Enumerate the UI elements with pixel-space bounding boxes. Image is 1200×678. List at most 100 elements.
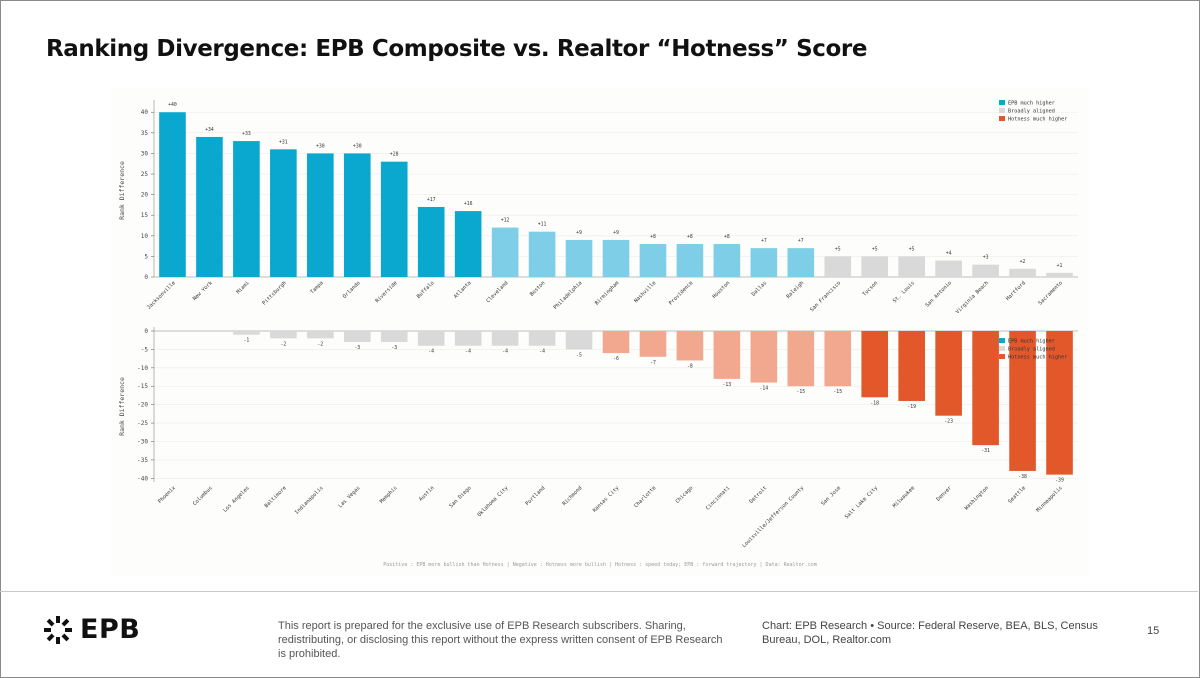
data-label: +2 bbox=[1020, 259, 1026, 265]
bar bbox=[639, 244, 667, 277]
bar bbox=[1046, 272, 1073, 277]
page-number: 15 bbox=[1147, 625, 1160, 637]
bar bbox=[602, 331, 630, 354]
chart-footnote: Positive : EPB more bullish than Hotness… bbox=[383, 562, 816, 568]
x-tick-label: San Francisco bbox=[809, 280, 842, 313]
bar bbox=[824, 256, 852, 277]
bar bbox=[380, 161, 408, 277]
footer-rule bbox=[0, 591, 1198, 592]
x-tick-label: Riverside bbox=[375, 280, 399, 304]
data-label: +40 bbox=[168, 102, 177, 108]
data-label: +7 bbox=[761, 238, 767, 244]
data-label: -15 bbox=[833, 389, 842, 395]
bar bbox=[861, 256, 889, 277]
x-tick-label: Oklahoma City bbox=[477, 485, 510, 518]
data-label: -7 bbox=[650, 360, 656, 366]
x-tick-label: Salt Lake City bbox=[844, 485, 879, 520]
bar bbox=[233, 331, 260, 335]
x-tick-label: Detroit bbox=[749, 485, 769, 505]
x-tick-label: San Diego bbox=[448, 485, 472, 509]
x-tick-label: Kansas City bbox=[592, 485, 621, 514]
x-tick-label: Charlotte bbox=[633, 485, 657, 509]
legend-swatch bbox=[999, 108, 1005, 113]
data-label: -4 bbox=[502, 349, 508, 355]
source-text: Source: Federal Reserve, BEA, BLS, Censu… bbox=[762, 620, 1098, 646]
bar bbox=[602, 239, 630, 277]
chart-credit: Chart: EPB Research bbox=[762, 620, 868, 632]
x-tick-label: St. Louis bbox=[892, 280, 916, 304]
data-label: -4 bbox=[428, 349, 434, 355]
x-tick-label: Columbus bbox=[192, 485, 214, 507]
x-tick-label: Washington bbox=[964, 485, 990, 511]
bar bbox=[713, 244, 741, 277]
x-tick-label: Buffalo bbox=[416, 280, 436, 300]
x-tick-label: San Jose bbox=[820, 485, 842, 507]
bar bbox=[565, 331, 593, 350]
x-tick-label: Seattle bbox=[1007, 485, 1027, 505]
x-tick-label: San Antonio bbox=[925, 280, 954, 309]
data-label: -14 bbox=[760, 386, 769, 392]
y-tick-label: 15 bbox=[141, 212, 149, 219]
x-tick-label: Tucson bbox=[862, 280, 880, 298]
bar bbox=[491, 227, 519, 277]
x-tick-label: Portland bbox=[525, 485, 547, 507]
bar bbox=[270, 331, 297, 339]
x-tick-label: Cleveland bbox=[485, 280, 509, 304]
bar bbox=[935, 260, 962, 277]
y-axis-label: Rank Difference bbox=[118, 377, 126, 436]
data-label: -1 bbox=[244, 338, 250, 344]
data-label: -3 bbox=[354, 345, 360, 351]
bar bbox=[270, 149, 297, 277]
x-tick-label: Hartford bbox=[1005, 280, 1027, 302]
legend-label: Broadly aligned bbox=[1008, 347, 1055, 353]
y-axis-label: Rank Difference bbox=[118, 161, 126, 220]
bar bbox=[454, 331, 482, 346]
x-tick-label: Minneapolis bbox=[1035, 485, 1064, 514]
bar bbox=[233, 141, 260, 277]
y-tick-label: -40 bbox=[137, 475, 148, 482]
x-tick-label: Orlando bbox=[342, 280, 362, 300]
legend-swatch bbox=[999, 100, 1005, 105]
bar bbox=[1009, 268, 1036, 277]
bar bbox=[861, 331, 889, 398]
data-label: +7 bbox=[798, 238, 804, 244]
x-tick-label: Los Angeles bbox=[222, 485, 251, 514]
data-label: -13 bbox=[723, 382, 732, 388]
y-tick-label: 35 bbox=[141, 130, 149, 137]
bar bbox=[343, 153, 371, 277]
x-tick-label: Phoenix bbox=[157, 485, 177, 505]
y-tick-label: 30 bbox=[141, 150, 149, 157]
x-tick-label: Miami bbox=[236, 280, 251, 295]
data-label: -31 bbox=[981, 448, 990, 454]
legend-label: EPB much higher bbox=[1008, 101, 1055, 107]
data-label: -19 bbox=[907, 404, 916, 410]
y-tick-label: -20 bbox=[137, 402, 148, 409]
data-label: +4 bbox=[946, 251, 952, 257]
data-label: +9 bbox=[613, 230, 619, 236]
data-label: +12 bbox=[501, 218, 510, 224]
legend-label: Broadly aligned bbox=[1008, 109, 1055, 115]
x-tick-label: Houston bbox=[712, 280, 732, 300]
chart-panel: 0 5 10 15 20 25 30 35 40 Rank Difference +40 Jackso… bbox=[110, 88, 1090, 576]
x-tick-label: Tampa bbox=[309, 280, 324, 295]
x-tick-label: Providence bbox=[668, 280, 694, 306]
x-tick-label: Birmingham bbox=[594, 280, 620, 306]
x-tick-label: Dallas bbox=[751, 280, 769, 298]
data-label: +8 bbox=[687, 234, 693, 240]
logo-wordmark: EPB bbox=[80, 614, 141, 645]
bar bbox=[1009, 331, 1036, 471]
data-label: -23 bbox=[944, 419, 953, 425]
bar bbox=[1046, 331, 1073, 475]
legend-swatch bbox=[999, 354, 1005, 359]
bar bbox=[750, 331, 778, 383]
x-tick-label: Sacramento bbox=[1038, 280, 1064, 306]
bar bbox=[307, 153, 334, 277]
bar bbox=[713, 331, 741, 379]
data-label: +5 bbox=[909, 246, 915, 252]
y-tick-label: 0 bbox=[144, 274, 148, 281]
bar bbox=[491, 331, 519, 346]
data-label: -4 bbox=[465, 349, 471, 355]
legend-label: EPB much higher bbox=[1008, 339, 1055, 345]
data-label: +17 bbox=[427, 197, 436, 203]
